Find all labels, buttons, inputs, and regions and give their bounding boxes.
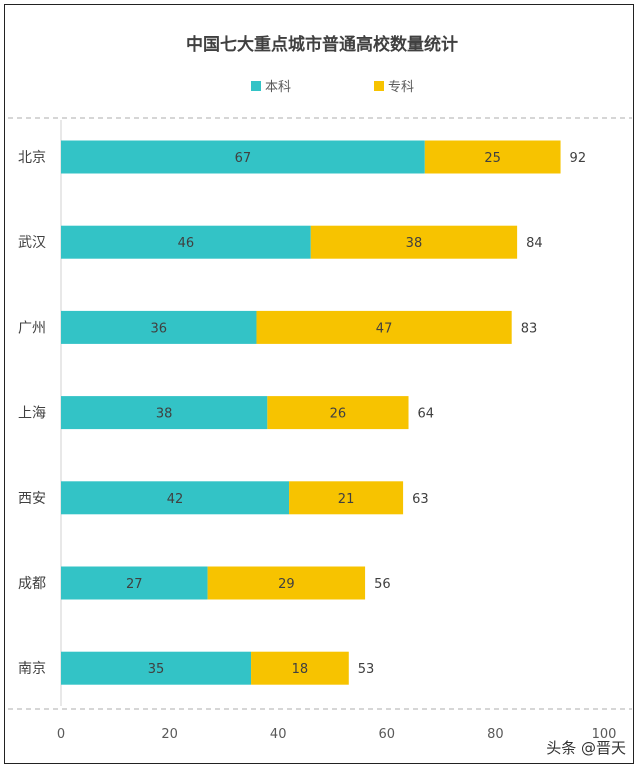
bar-data-label: 38: [156, 407, 173, 422]
bar-data-label: 46: [178, 236, 195, 251]
bar-benke: [61, 225, 311, 259]
bar-benke: [61, 481, 290, 515]
total-label: 83: [521, 321, 538, 336]
chart-frame: [4, 4, 634, 764]
category-label: 成都: [18, 576, 46, 592]
bar-zhuanke: [251, 651, 349, 685]
bar-data-label: 36: [150, 321, 167, 336]
bar-data-label: 67: [235, 151, 252, 166]
total-label: 53: [358, 662, 375, 677]
x-tick-label: 40: [270, 727, 287, 742]
x-tick-label: 100: [592, 727, 617, 742]
bar-zhuanke: [267, 396, 409, 430]
chart-title: 中国七大重点城市普通高校数量统计: [186, 34, 458, 55]
total-label: 56: [374, 577, 391, 592]
bar-data-label: 42: [167, 492, 184, 507]
bar-benke: [61, 310, 257, 344]
legend-label-2: 专科: [388, 80, 414, 95]
bar-data-label: 18: [292, 662, 309, 677]
x-tick-label: 80: [487, 727, 504, 742]
bar-zhuanke: [289, 481, 404, 515]
bar-zhuanke: [207, 566, 366, 600]
bar-data-label: 47: [376, 321, 393, 336]
watermark: 头条 @晋天: [546, 739, 626, 757]
total-label: 84: [526, 236, 543, 251]
legend-swatch-2: [374, 81, 384, 91]
bar-data-label: 25: [484, 151, 501, 166]
category-label: 上海: [18, 406, 46, 422]
total-label: 64: [418, 407, 435, 422]
bar-zhuanke: [256, 310, 512, 344]
bar-data-label: 29: [278, 577, 295, 592]
x-tick-label: 0: [57, 727, 65, 742]
category-label: 武汉: [18, 235, 46, 251]
bar-data-label: 35: [148, 662, 165, 677]
bar-zhuanke: [424, 140, 561, 174]
category-label: 广州: [18, 320, 46, 336]
bar-benke: [61, 396, 268, 430]
category-label: 西安: [18, 491, 46, 507]
bar-data-label: 27: [126, 577, 143, 592]
bar-benke: [61, 651, 252, 685]
bar-data-label: 21: [338, 492, 355, 507]
x-tick-label: 20: [161, 727, 178, 742]
bar-benke: [61, 140, 425, 174]
bar-data-label: 38: [406, 236, 423, 251]
bar-data-label: 26: [330, 407, 347, 422]
bar-benke: [61, 566, 208, 600]
x-tick-label: 60: [379, 727, 396, 742]
category-label: 北京: [18, 150, 46, 166]
total-label: 63: [412, 492, 429, 507]
legend-label-1: 本科: [265, 80, 291, 95]
legend-swatch-1: [251, 81, 261, 91]
total-label: 92: [570, 151, 587, 166]
bar-zhuanke: [310, 225, 518, 259]
category-label: 南京: [18, 661, 46, 677]
